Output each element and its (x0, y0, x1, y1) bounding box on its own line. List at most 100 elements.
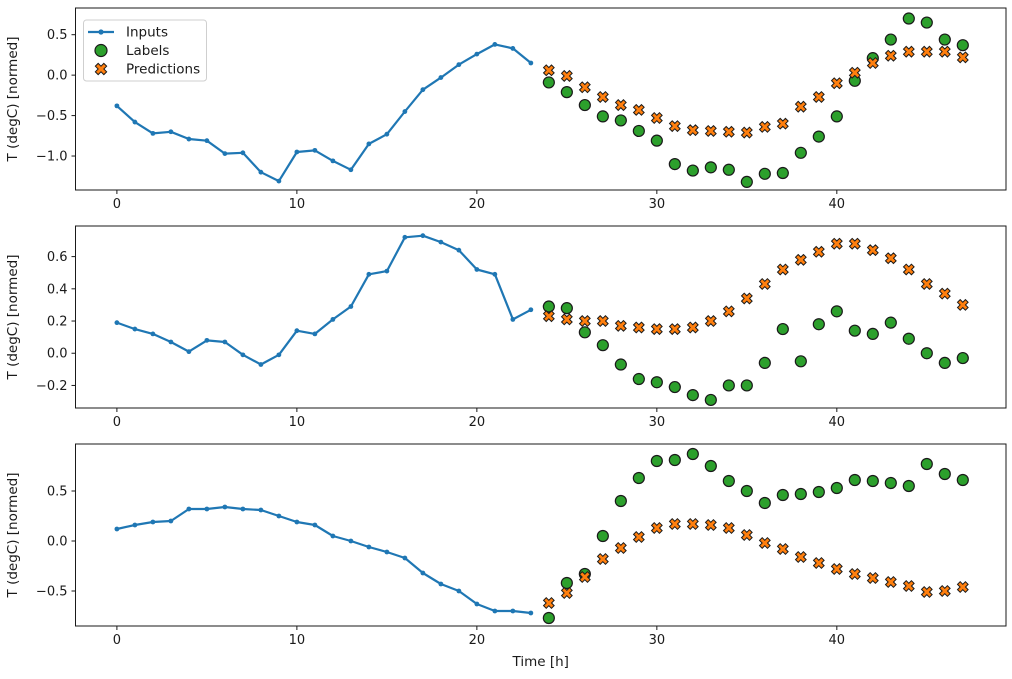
inputs-point (150, 331, 156, 337)
y-tick-label: 0.5 (47, 485, 68, 500)
inputs-point (114, 526, 120, 532)
inputs-point (312, 331, 318, 337)
inputs-point (294, 519, 300, 525)
predictions-point (956, 580, 969, 594)
predictions-point (794, 100, 807, 113)
predictions-point (848, 237, 861, 250)
predictions-point (650, 323, 663, 336)
labels-point (632, 124, 645, 138)
labels-scatter-series (542, 447, 969, 625)
predictions-point (596, 552, 609, 566)
labels-point (938, 356, 951, 370)
labels-point (578, 98, 591, 112)
inputs-point (204, 138, 210, 144)
inputs-line-series (114, 42, 534, 184)
inputs-line (115, 505, 532, 615)
inputs-point (114, 320, 120, 326)
labels-point (704, 393, 717, 407)
predictions-point (902, 263, 915, 276)
labels-point (812, 318, 825, 331)
predictions-point (758, 536, 771, 550)
inputs-point (330, 533, 336, 539)
predictions-point (560, 586, 573, 600)
predictions-point (632, 321, 645, 334)
inputs-point (366, 141, 372, 147)
labels-point (740, 484, 753, 498)
inputs-point (222, 339, 228, 345)
predictions-point (596, 315, 609, 328)
predictions-point (650, 111, 663, 125)
predictions-point (920, 277, 933, 290)
labels-point (902, 332, 915, 345)
predictions-point (542, 310, 555, 323)
y-axis-label: T (degC) [normed] (5, 37, 21, 163)
predictions-point (812, 556, 825, 570)
inputs-line (115, 234, 532, 366)
labels-point (938, 467, 951, 481)
predictions-point (956, 298, 969, 311)
predictions-point (722, 521, 735, 535)
labels-point (650, 134, 663, 147)
inputs-point (438, 75, 444, 80)
inputs-line-series (114, 504, 534, 616)
predictions-point (956, 51, 969, 64)
inputs-point (438, 239, 444, 245)
inputs-line-series (114, 233, 534, 367)
inputs-point (366, 271, 372, 277)
labels-point (812, 485, 825, 499)
predictions-point (704, 124, 717, 137)
legend-label: Predictions (126, 62, 200, 78)
labels-point (596, 110, 609, 123)
inputs-point (474, 267, 480, 272)
inputs-point (258, 362, 264, 367)
inputs-point (492, 42, 498, 47)
labels-point (776, 322, 789, 336)
predictions-point (830, 77, 843, 90)
predictions-point (560, 313, 573, 326)
inputs-point (348, 538, 354, 544)
inputs-point (348, 167, 354, 173)
labels-point (956, 473, 969, 487)
y-tick-label: 0.0 (47, 69, 68, 84)
inputs-point (456, 588, 462, 594)
predictions-point (938, 584, 951, 598)
labels-point (776, 166, 789, 180)
x-tick-label: 40 (829, 633, 846, 648)
labels-point (686, 389, 699, 402)
predictions-point (776, 542, 789, 556)
labels-point (560, 576, 573, 590)
x-tick-label: 0 (113, 633, 121, 648)
predictions-point (740, 292, 753, 305)
y-tick-label: 0.0 (47, 347, 68, 362)
predictions-point (686, 124, 699, 137)
predictions-point (920, 45, 933, 58)
inputs-point (168, 129, 174, 135)
labels-point (920, 16, 933, 29)
inputs-point (330, 158, 336, 164)
x-tick-label: 10 (289, 197, 306, 212)
predictions-point (668, 517, 681, 531)
labels-point (902, 12, 915, 25)
inputs-point (276, 178, 282, 184)
x-tick-label: 20 (469, 415, 486, 430)
inputs-point (528, 60, 534, 66)
labels-point (740, 175, 753, 189)
predictions-point (632, 103, 645, 116)
labels-point (812, 130, 825, 143)
labels-point (938, 33, 951, 46)
y-tick-label: 0.6 (47, 250, 68, 265)
predictions-point (614, 99, 627, 112)
inputs-point (258, 169, 264, 175)
subplot-3-axes (75, 443, 1007, 627)
x-tick-label: 10 (289, 415, 306, 430)
labels-point (722, 474, 735, 488)
y-axis-label: T (degC) [normed] (5, 473, 21, 599)
inputs-point (258, 507, 264, 513)
labels-point (830, 305, 843, 318)
labels-point (902, 479, 915, 493)
predictions-point (902, 45, 915, 58)
labels-point (758, 167, 771, 180)
inputs-point (420, 233, 426, 239)
predictions-point (740, 528, 753, 542)
